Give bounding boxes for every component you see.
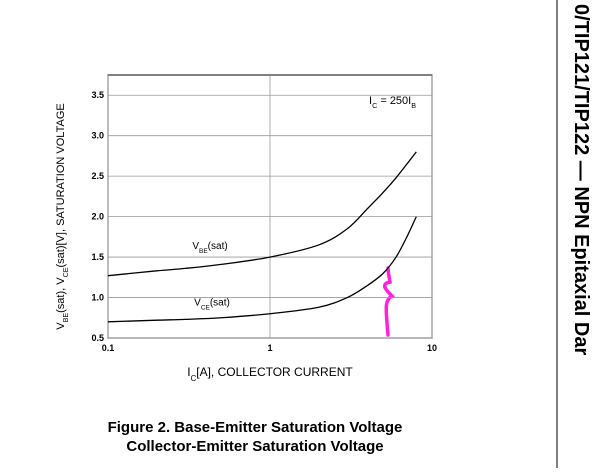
y-axis-label-part: (sat)[V], SATURATION VOLTAGE <box>55 103 67 267</box>
annotation: IC = 250IB <box>369 95 416 110</box>
y-tick-label: 2.5 <box>91 171 104 181</box>
series-label: VBE(sat) <box>192 241 227 255</box>
y-axis-label-part: BE <box>62 313 70 323</box>
side-title: 0/TIP121/TIP122 — NPN Epitaxial Dar <box>570 4 592 355</box>
y-axis-label: VBE(sat), VCE(sat)[V], SATURATION VOLTAG… <box>55 103 70 329</box>
series-label-part: BE <box>199 248 208 255</box>
x-axis-label-part: C <box>191 374 197 383</box>
chart-title: Figure 2. Base-Emitter Saturation Voltag… <box>108 419 403 436</box>
y-axis-label-part: V <box>55 322 67 330</box>
pen-scribble <box>382 266 395 337</box>
series-label: VCE(sat) <box>194 298 230 312</box>
series-label-part: (sat) <box>210 298 230 309</box>
series-label-part: CE <box>201 304 211 311</box>
y-tick-label: 2.0 <box>91 212 104 222</box>
y-tick-label: 3.5 <box>91 90 104 100</box>
annotation-part: I <box>369 95 372 107</box>
x-tick-label: 10 <box>427 343 437 353</box>
x-axis-label: IC[A], COLLECTOR CURRENT <box>187 365 353 383</box>
y-axis-label-part: CE <box>62 267 70 277</box>
chart-subtitle: Collector-Emitter Saturation Voltage <box>126 438 383 455</box>
y-axis-label-part: (sat), V <box>55 277 67 313</box>
annotation-part: C <box>372 102 377 110</box>
y-tick-label: 3.0 <box>91 131 104 141</box>
series-label-part: V <box>194 298 201 309</box>
series-label-part: (sat) <box>208 241 228 252</box>
data-line <box>107 216 417 323</box>
x-tick-label: 1 <box>267 343 272 353</box>
series-label-part: V <box>192 241 199 252</box>
x-axis-label-part: [A], COLLECTOR CURRENT <box>196 365 353 379</box>
y-tick-label: 1.5 <box>91 252 104 262</box>
y-tick-label: 1.0 <box>91 293 104 303</box>
annotation-part: = 250I <box>377 95 411 107</box>
y-tick-label: 0.5 <box>91 333 104 343</box>
x-axis-label-part: I <box>187 365 190 379</box>
x-tick-label: 0.1 <box>102 343 115 353</box>
data-line <box>107 151 417 277</box>
annotation-part: B <box>411 102 416 110</box>
